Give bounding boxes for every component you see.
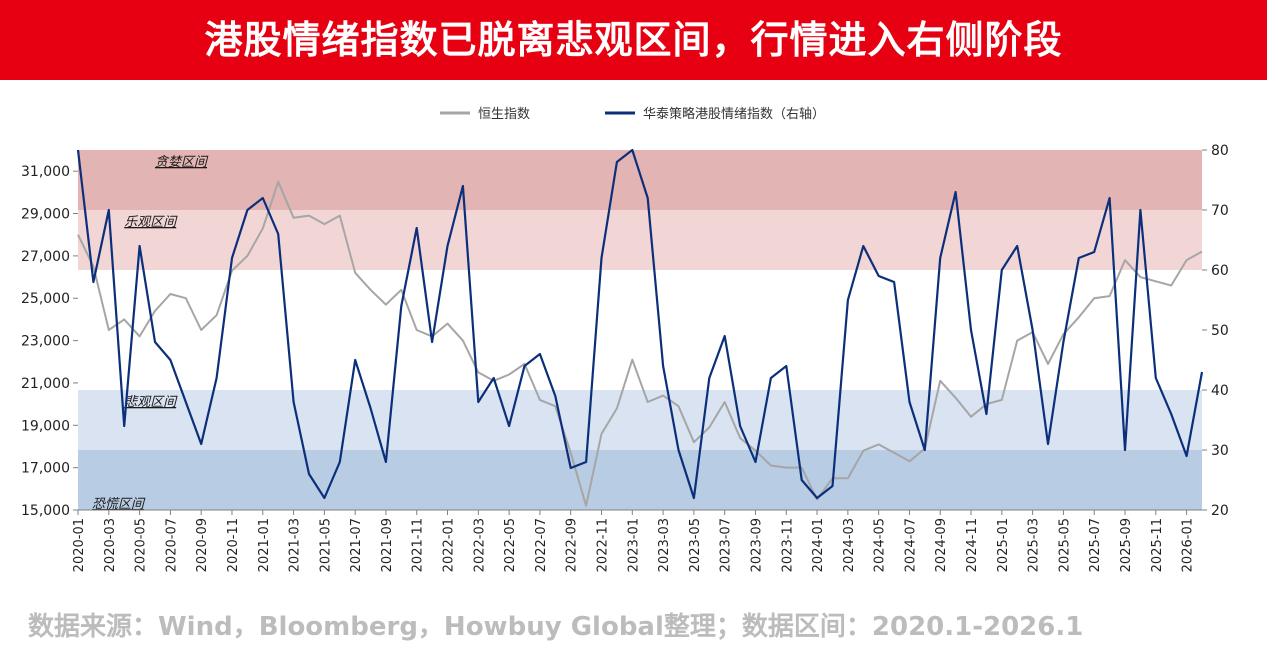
legend: 恒生指数 华泰策略港股情绪指数（右轴） [440, 106, 825, 122]
x-tick-label: 2021-07 [349, 518, 364, 572]
zone-label: 乐观区间 [124, 215, 178, 230]
zone-band-2 [78, 210, 1202, 270]
zone-band-1 [78, 150, 1202, 210]
y-left-tick-label: 19,000 [21, 418, 70, 434]
y-left-tick-label: 29,000 [21, 207, 70, 223]
y-left-tick-label: 21,000 [21, 376, 70, 392]
x-tick-label: 2020-05 [134, 518, 149, 572]
x-tick-label: 2022-09 [565, 518, 580, 572]
series-hsi [77, 180, 1203, 507]
x-tick-label: 2025-07 [1088, 518, 1103, 572]
x-tick-label: 2022-11 [596, 518, 611, 572]
y-right-tick-label: 60 [1211, 263, 1229, 279]
zone-band-4 [78, 390, 1202, 450]
x-tick-label: 2023-01 [626, 518, 641, 572]
x-tick-label: 2021-09 [380, 518, 395, 572]
x-tick-label: 2025-11 [1150, 518, 1165, 572]
x-tick-label: 2021-05 [318, 518, 333, 572]
x-tick-label: 2025-01 [996, 518, 1011, 572]
x-tick-label: 2023-11 [780, 518, 795, 572]
y-left-tick-label: 17,000 [21, 461, 70, 477]
axes: 15,000 17,000 19,000 21,000 23,000 25,000 27,0… [21, 143, 1229, 572]
x-tick-label: 2020-11 [226, 518, 241, 572]
y-left-tick-label: 31,000 [21, 164, 70, 180]
y-right-tick-label: 20 [1211, 503, 1229, 519]
x-tick-label: 2022-05 [503, 518, 518, 572]
y-right-tick-label: 70 [1211, 203, 1229, 219]
x-tick-label: 2024-07 [903, 518, 918, 572]
x-tick-label: 2020-07 [164, 518, 179, 572]
y-right-tick-label: 50 [1211, 323, 1229, 339]
zone-label: 贪婪区间 [155, 155, 209, 170]
x-tick-label: 2024-11 [965, 518, 980, 572]
y-left-tick-label: 25,000 [21, 291, 70, 307]
y-right-tick-label: 30 [1211, 443, 1229, 459]
zone-band-3 [78, 270, 1202, 390]
source-note: 数据来源：Wind，Bloomberg，Howbuy Global整理；数据区间… [28, 612, 1084, 642]
x-tick-label: 2021-01 [257, 518, 272, 572]
zone-label: 悲观区间 [124, 394, 178, 410]
y-right-tick-label: 80 [1211, 143, 1229, 159]
x-tick-label: 2022-03 [472, 518, 487, 572]
x-tick-label: 2026-01 [1181, 518, 1196, 572]
x-tick-label: 2023-07 [719, 518, 734, 572]
hsi-line [77, 180, 1203, 507]
x-tick-label: 2024-01 [811, 518, 826, 572]
x-tick-label: 2025-09 [1119, 518, 1134, 572]
title-banner [0, 0, 1267, 80]
x-tick-label: 2024-09 [934, 518, 949, 572]
y-left-tick-label: 15,000 [21, 503, 70, 519]
x-tick-label: 2024-05 [873, 518, 888, 572]
zone-bands [78, 150, 1202, 510]
x-tick-label: 2020-03 [103, 518, 118, 572]
page-title: 港股情绪指数已脱离悲观区间，行情进入右侧阶段 [204, 18, 1063, 62]
zone-band-5 [78, 450, 1202, 510]
series-sentiment [76, 148, 1204, 500]
legend-label-hsi: 恒生指数 [478, 107, 530, 122]
x-tick-label: 2024-03 [842, 518, 857, 572]
y-left-tick-label: 23,000 [21, 334, 70, 350]
x-tick-label: 2022-01 [442, 518, 457, 572]
y-right-tick-label: 40 [1211, 383, 1229, 399]
x-tick-label: 2023-05 [688, 518, 703, 572]
x-tick-label: 2021-11 [411, 518, 426, 572]
x-tick-label: 2025-03 [1027, 518, 1042, 572]
sentiment-line [76, 148, 1204, 500]
x-tick-label: 2025-05 [1057, 518, 1072, 572]
x-tick-label: 2022-07 [534, 518, 549, 572]
zone-label: 恐慌区间 [92, 497, 146, 512]
x-tick-label: 2021-03 [288, 518, 303, 572]
legend-label-sentiment: 华泰策略港股情绪指数（右轴） [643, 106, 825, 122]
x-tick-label: 2020-09 [195, 518, 210, 572]
y-left-tick-label: 27,000 [21, 249, 70, 265]
x-tick-label: 2023-03 [657, 518, 672, 572]
x-tick-label: 2023-09 [749, 518, 764, 572]
x-tick-label: 2020-01 [72, 518, 87, 572]
